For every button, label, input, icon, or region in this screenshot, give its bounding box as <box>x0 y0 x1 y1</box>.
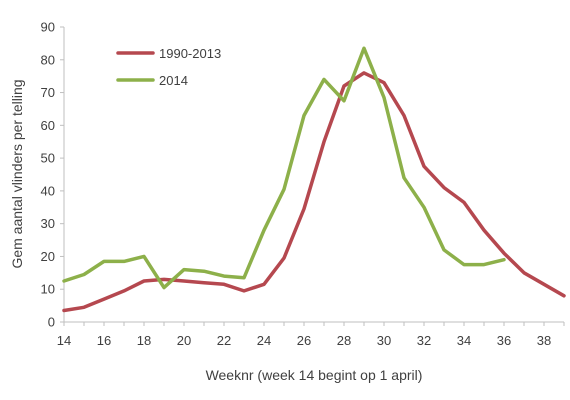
x-tick-label: 30 <box>377 333 391 348</box>
x-tick-label: 14 <box>57 333 71 348</box>
x-tick-label: 38 <box>537 333 551 348</box>
legend-label: 1990-2013 <box>159 46 221 61</box>
y-tick-label: 80 <box>41 52 55 67</box>
y-tick-label: 90 <box>41 20 55 35</box>
x-tick-label: 18 <box>137 333 151 348</box>
series-layer <box>62 46 566 313</box>
y-tick-label: 50 <box>41 151 55 166</box>
x-tick-label: 16 <box>97 333 111 348</box>
x-tick-label: 26 <box>297 333 311 348</box>
axes-layer: 0 10 20 30 40 50 60 70 80 90 14 16 18 20 22 24 26 28 30 32 3… <box>41 20 565 348</box>
y-tick-label: 60 <box>41 118 55 133</box>
x-tick-label: 36 <box>497 333 511 348</box>
y-axis-label: Gem aantal vlinders per telling <box>9 79 25 268</box>
y-tick-label: 30 <box>41 216 55 231</box>
series-line-2 <box>62 46 506 290</box>
x-tick-label: 34 <box>457 333 471 348</box>
x-tick-label: 32 <box>417 333 431 348</box>
y-tick-label: 20 <box>41 249 55 264</box>
legend-label: 2014 <box>159 73 188 88</box>
y-tick-label: 40 <box>41 183 55 198</box>
legend: 1990-2013 2014 <box>116 46 221 88</box>
y-tick-label: 0 <box>48 315 55 330</box>
y-tick-label: 70 <box>41 85 55 100</box>
x-tick-label: 20 <box>177 333 191 348</box>
y-tick-label: 10 <box>41 282 55 297</box>
x-tick-label: 28 <box>337 333 351 348</box>
x-axis-label: Weeknr (week 14 begint op 1 april) <box>206 367 423 383</box>
x-tick-label: 24 <box>257 333 271 348</box>
series-line-1 <box>62 71 566 313</box>
x-tick-label: 22 <box>217 333 231 348</box>
